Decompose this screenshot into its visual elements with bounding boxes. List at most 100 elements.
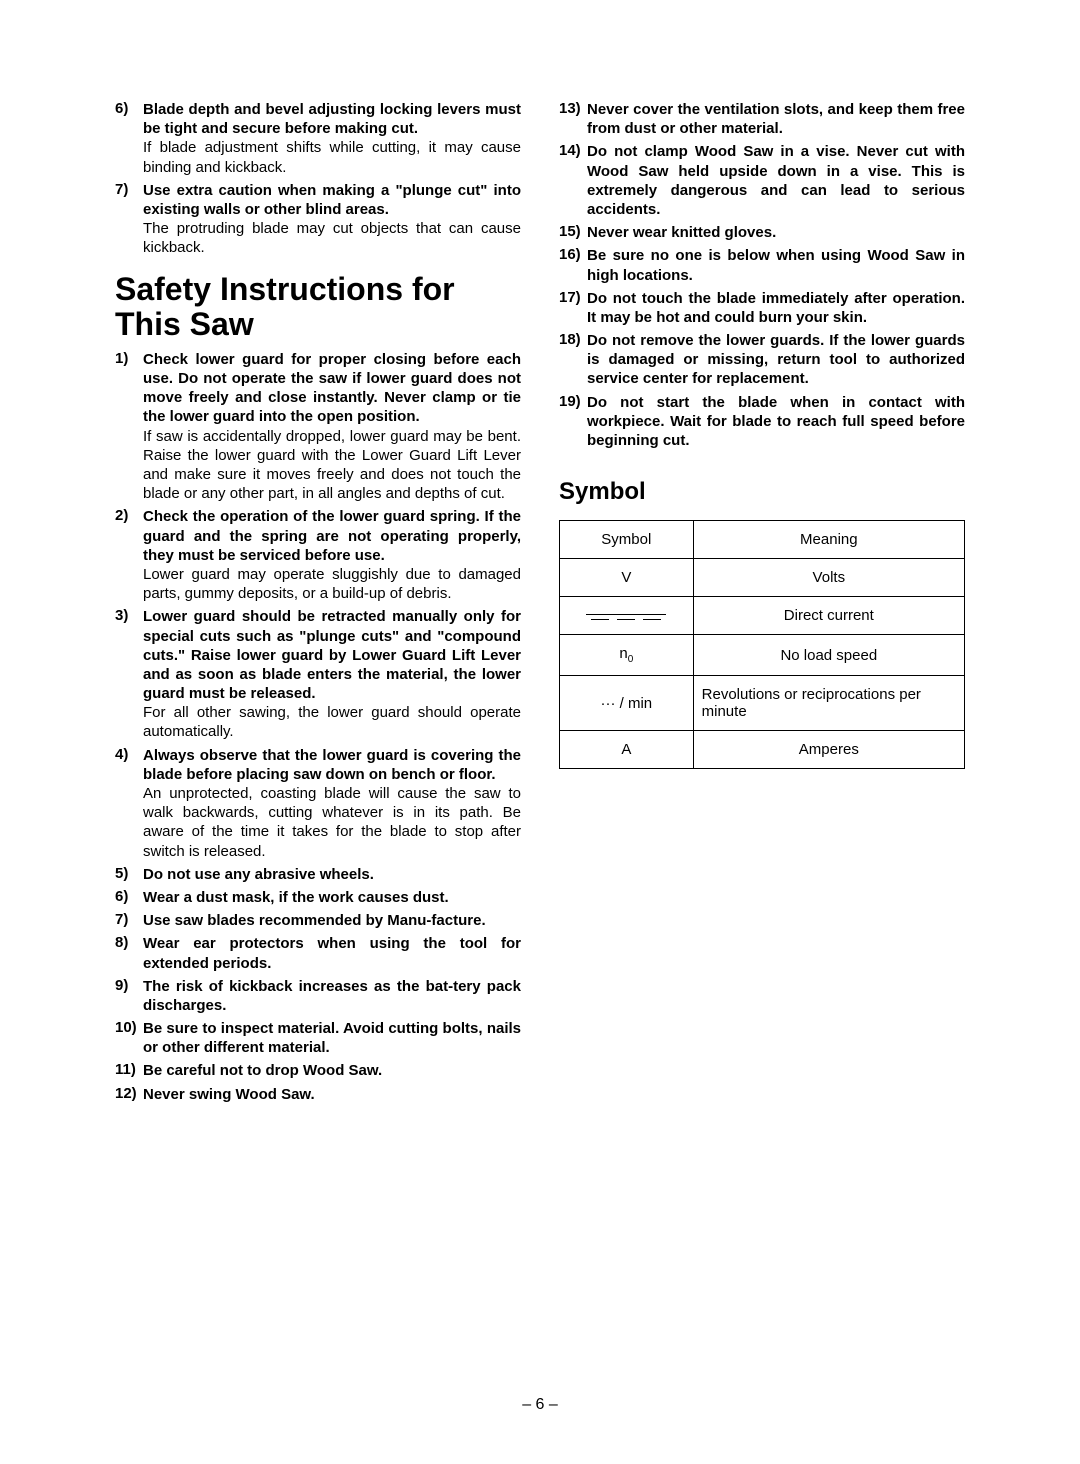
- list-num: 8): [115, 934, 143, 972]
- list-content: Do not start the blade when in contact w…: [587, 393, 965, 451]
- list-item: 1)Check lower guard for proper closing b…: [115, 350, 521, 504]
- list-num: 10): [115, 1019, 143, 1057]
- list-item: 6)Wear a dust mask, if the work causes d…: [115, 888, 521, 907]
- list-item: 15)Never wear knitted gloves.: [559, 223, 965, 242]
- list-item: 3)Lower guard should be retracted manual…: [115, 607, 521, 741]
- list-content: Always observe that the lower guard is c…: [143, 746, 521, 861]
- symbol-cell: V: [560, 559, 694, 597]
- bold-text: Never swing Wood Saw.: [143, 1085, 521, 1104]
- list-content: Do not touch the blade immediately after…: [587, 289, 965, 327]
- two-column-layout: 6)Blade depth and bevel adjusting lockin…: [115, 100, 965, 1108]
- list-content: Lower guard should be retracted manually…: [143, 607, 521, 741]
- list-num: 6): [115, 100, 143, 177]
- meaning-cell: No load speed: [693, 635, 964, 676]
- meaning-cell: Direct current: [693, 597, 964, 635]
- list-item: 12)Never swing Wood Saw.: [115, 1085, 521, 1104]
- list-num: 1): [115, 350, 143, 504]
- bold-text: Check the operation of the lower guard s…: [143, 507, 521, 565]
- list-num: 11): [115, 1061, 143, 1080]
- symbol-cell: n0: [560, 635, 694, 676]
- meaning-cell: Volts: [693, 559, 964, 597]
- list-content: Do not remove the lower guards. If the l…: [587, 331, 965, 389]
- symbol-cell: ··· / min: [560, 676, 694, 731]
- bold-text: Blade depth and bevel adjusting locking …: [143, 100, 521, 138]
- list-num: 4): [115, 746, 143, 861]
- table-row: ··· / minRevolutions or reciprocations p…: [560, 676, 965, 731]
- list-item: 10)Be sure to inspect material. Avoid cu…: [115, 1019, 521, 1057]
- symbol-cell: A: [560, 731, 694, 769]
- list-item: 4)Always observe that the lower guard is…: [115, 746, 521, 861]
- normal-text: The protruding blade may cut objects tha…: [143, 219, 521, 257]
- bold-text: The risk of kickback increases as the ba…: [143, 977, 521, 1015]
- list-num: 2): [115, 507, 143, 603]
- bold-text: Never wear knitted gloves.: [587, 223, 965, 242]
- list-num: 3): [115, 607, 143, 741]
- list-item: 5)Do not use any abrasive wheels.: [115, 865, 521, 884]
- page-number: – 6 –: [0, 1396, 1080, 1414]
- list-item: 18)Do not remove the lower guards. If th…: [559, 331, 965, 389]
- th-meaning: Meaning: [693, 521, 964, 559]
- list-item: 19)Do not start the blade when in contac…: [559, 393, 965, 451]
- list-num: 6): [115, 888, 143, 907]
- table-row: Direct current: [560, 597, 965, 635]
- list-item: 7)Use saw blades recommended by Manu-fac…: [115, 911, 521, 930]
- meaning-cell: Amperes: [693, 731, 964, 769]
- bold-text: Lower guard should be retracted manually…: [143, 607, 521, 703]
- right-column: 13)Never cover the ventilation slots, an…: [559, 100, 965, 1108]
- symbol-cell: [560, 597, 694, 635]
- bold-text: Do not remove the lower guards. If the l…: [587, 331, 965, 389]
- normal-text: If blade adjustment shifts while cutting…: [143, 138, 521, 176]
- list-content: Be careful not to drop Wood Saw.: [143, 1061, 521, 1080]
- list-num: 9): [115, 977, 143, 1015]
- list-item: 9)The risk of kickback increases as the …: [115, 977, 521, 1015]
- bold-text: Never cover the ventilation slots, and k…: [587, 100, 965, 138]
- list-item: 13)Never cover the ventilation slots, an…: [559, 100, 965, 138]
- list-item: 11)Be careful not to drop Wood Saw.: [115, 1061, 521, 1080]
- list-content: Do not use any abrasive wheels.: [143, 865, 521, 884]
- list-content: The risk of kickback increases as the ba…: [143, 977, 521, 1015]
- list-item: 8)Wear ear protectors when using the too…: [115, 934, 521, 972]
- symbol-table: Symbol Meaning VVoltsDirect currentn0No …: [559, 520, 965, 769]
- list-content: Do not clamp Wood Saw in a vise. Never c…: [587, 142, 965, 219]
- list-content: Be sure to inspect material. Avoid cutti…: [143, 1019, 521, 1057]
- safety-items-left: 1)Check lower guard for proper closing b…: [115, 350, 521, 1104]
- safety-heading: Safety Instructions for This Saw: [115, 272, 521, 342]
- normal-text: An unprotected, coasting blade will caus…: [143, 784, 521, 861]
- list-num: 14): [559, 142, 587, 219]
- list-content: Never swing Wood Saw.: [143, 1085, 521, 1104]
- list-num: 12): [115, 1085, 143, 1104]
- list-num: 7): [115, 181, 143, 258]
- bold-text: Use extra caution when making a "plunge …: [143, 181, 521, 219]
- list-content: Wear ear protectors when using the tool …: [143, 934, 521, 972]
- list-item: 6)Blade depth and bevel adjusting lockin…: [115, 100, 521, 177]
- bold-text: Be careful not to drop Wood Saw.: [143, 1061, 521, 1080]
- list-num: 19): [559, 393, 587, 451]
- normal-text: Lower guard may operate sluggishly due t…: [143, 565, 521, 603]
- bold-text: Do not clamp Wood Saw in a vise. Never c…: [587, 142, 965, 219]
- bold-text: Do not start the blade when in contact w…: [587, 393, 965, 451]
- safety-items-right: 13)Never cover the ventilation slots, an…: [559, 100, 965, 450]
- th-symbol: Symbol: [560, 521, 694, 559]
- list-num: 5): [115, 865, 143, 884]
- bold-text: Always observe that the lower guard is c…: [143, 746, 521, 784]
- list-item: 16)Be sure no one is below when using Wo…: [559, 246, 965, 284]
- list-item: 2)Check the operation of the lower guard…: [115, 507, 521, 603]
- list-item: 14)Do not clamp Wood Saw in a vise. Neve…: [559, 142, 965, 219]
- list-item: 7)Use extra caution when making a "plung…: [115, 181, 521, 258]
- list-num: 17): [559, 289, 587, 327]
- list-item: 17)Do not touch the blade immediately af…: [559, 289, 965, 327]
- list-content: Be sure no one is below when using Wood …: [587, 246, 965, 284]
- list-content: Check the operation of the lower guard s…: [143, 507, 521, 603]
- meaning-cell: Revolutions or reciprocations per minute: [693, 676, 964, 731]
- list-num: 18): [559, 331, 587, 389]
- pre-heading-items: 6)Blade depth and bevel adjusting lockin…: [115, 100, 521, 258]
- list-content: Check lower guard for proper closing bef…: [143, 350, 521, 504]
- bold-text: Do not touch the blade immediately after…: [587, 289, 965, 327]
- left-column: 6)Blade depth and bevel adjusting lockin…: [115, 100, 521, 1108]
- normal-text: If saw is accidentally dropped, lower gu…: [143, 427, 521, 504]
- list-content: Use extra caution when making a "plunge …: [143, 181, 521, 258]
- bold-text: Wear ear protectors when using the tool …: [143, 934, 521, 972]
- list-content: Blade depth and bevel adjusting locking …: [143, 100, 521, 177]
- table-row: n0No load speed: [560, 635, 965, 676]
- list-num: 7): [115, 911, 143, 930]
